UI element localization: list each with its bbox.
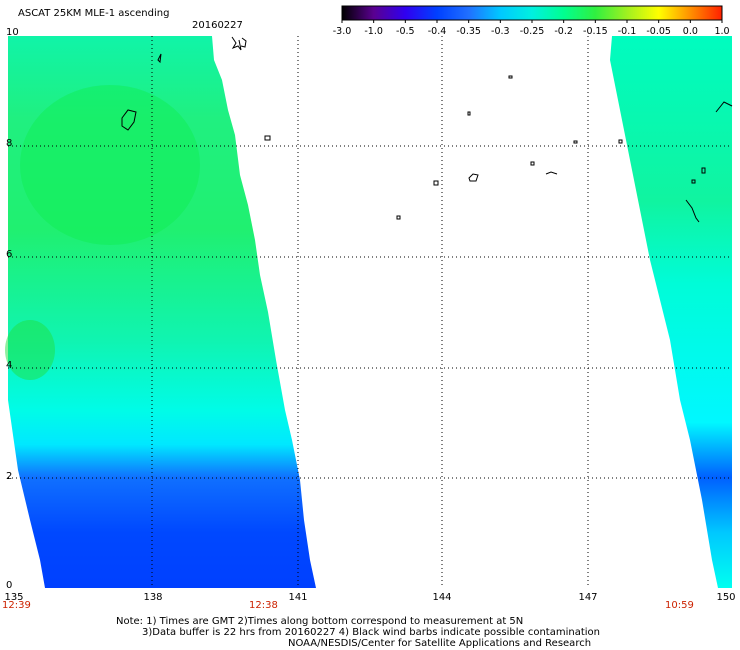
x-tick-150: 150: [716, 592, 736, 603]
colorbar-label: -0.1: [617, 26, 637, 37]
time-middle: 12:38: [249, 600, 278, 611]
x-tick-147: 147: [578, 592, 598, 603]
note-line-1: Note: 1) Times are GMT 2)Times along bot…: [116, 616, 524, 627]
colorbar-label: -0.3: [491, 26, 510, 37]
x-tick-144: 144: [432, 592, 452, 603]
left-swath-green-patch-2: [5, 320, 55, 380]
note-line-3: NOAA/NESDIS/Center for Satellite Applica…: [288, 638, 592, 649]
y-tick-6: 6: [6, 249, 13, 260]
time-left: 12:39: [2, 600, 31, 611]
colorbar-gradient: [341, 5, 723, 21]
colorbar-label: 1.0: [714, 26, 730, 37]
colorbar-label: -0.35: [456, 26, 481, 37]
left-swath: [8, 36, 316, 588]
y-tick-0: 0: [6, 580, 13, 591]
x-tick-141: 141: [288, 592, 308, 603]
colorbar: [341, 5, 723, 23]
colorbar-label: -3.0: [332, 26, 352, 37]
right-swath: [610, 36, 732, 588]
colorbar-label: -0.2: [554, 26, 573, 37]
note-line-2: 3)Data buffer is 22 hrs from 20160227 4)…: [142, 627, 600, 638]
map-date: 20160227: [192, 20, 243, 31]
y-tick-10: 10: [6, 27, 19, 38]
colorbar-label: 0.0: [682, 26, 698, 37]
colorbar-label: -0.05: [646, 26, 671, 37]
colorbar-label: -0.4: [427, 26, 447, 37]
colorbar-label: -0.5: [396, 26, 415, 37]
colorbar-label: -1.0: [364, 26, 383, 37]
time-right: 10:59: [665, 600, 694, 611]
colorbar-label: -0.25: [519, 26, 545, 37]
y-tick-8: 8: [6, 138, 13, 149]
x-tick-138: 138: [143, 592, 163, 603]
coastlines: [121, 36, 733, 223]
left-swath-green-patch: [20, 85, 200, 245]
y-tick-2: 2: [6, 471, 13, 482]
map-title: ASCAT 25KM MLE-1 ascending: [18, 8, 170, 19]
colorbar-label: -0.15: [583, 26, 608, 37]
x-tick-135: 135: [4, 592, 24, 603]
map-grid: [8, 36, 732, 588]
y-tick-4: 4: [6, 360, 13, 371]
